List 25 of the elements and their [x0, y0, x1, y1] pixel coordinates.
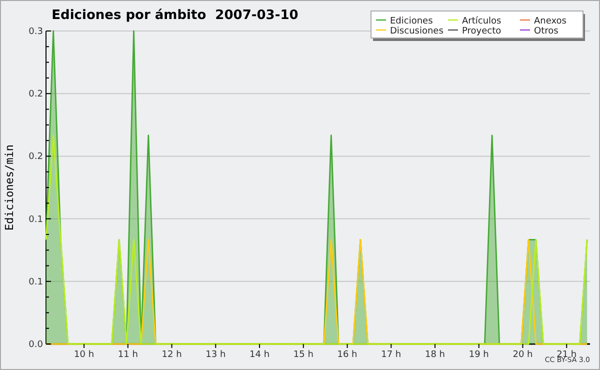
- y-tick-label: 0.2: [28, 90, 43, 100]
- legend-label: Artículos: [462, 16, 502, 26]
- x-tick-label: 18 h: [424, 350, 446, 360]
- y-tick-label: 0.2: [28, 152, 43, 162]
- x-tick-label: 16 h: [337, 350, 358, 360]
- y-tick-label: 0.1: [28, 277, 43, 288]
- x-tick-label: 15 h: [293, 350, 314, 360]
- legend-label: Proyecto: [462, 26, 502, 36]
- y-tick-label: 0.0: [28, 340, 44, 350]
- legend-label: Anexos: [534, 16, 567, 26]
- y-tick-label: 0.3: [28, 27, 43, 37]
- y-tick-label: 0.1: [28, 214, 43, 225]
- legend-label: Otros: [534, 26, 559, 36]
- x-tick-label: 19 h: [468, 350, 489, 360]
- y-axis-title: Ediciones/min: [3, 144, 16, 231]
- x-tick-label: 12 h: [162, 350, 182, 360]
- chart-title: Ediciones por ámbito 2007-03-10: [52, 8, 298, 23]
- x-tick-label: 11 h: [118, 350, 138, 360]
- x-tick-label: 10 h: [74, 350, 94, 360]
- x-tick-label: 17 h: [381, 350, 402, 360]
- x-tick-label: 13 h: [206, 350, 226, 360]
- x-tick-label: 14 h: [250, 350, 270, 360]
- legend-label: Ediciones: [390, 16, 434, 26]
- x-tick-label: 20 h: [512, 350, 533, 360]
- legend-label: Discusiones: [390, 26, 444, 36]
